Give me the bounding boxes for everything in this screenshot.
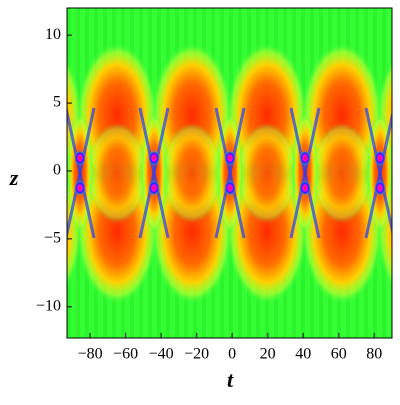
- field-node: [299, 180, 311, 196]
- field-node: [74, 150, 86, 166]
- field-lobe: [237, 123, 297, 223]
- x-tick-label: −20: [184, 346, 209, 363]
- field-node: [374, 150, 386, 166]
- x-tick-label: 40: [295, 346, 311, 363]
- x-tick-label: 20: [260, 346, 276, 363]
- field-lobe: [162, 123, 222, 223]
- field-node: [74, 180, 86, 196]
- y-tick-label: 10: [45, 26, 61, 43]
- x-tick-label: 60: [331, 346, 347, 363]
- density-field: [67, 8, 392, 338]
- field-node: [224, 150, 236, 166]
- y-tick-label: 5: [53, 94, 61, 111]
- y-tick-label: −10: [36, 297, 61, 314]
- y-axis-label: z: [9, 165, 19, 190]
- field-lobe: [312, 123, 372, 223]
- x-tick-label: −60: [113, 346, 138, 363]
- field-node: [224, 180, 236, 196]
- field-node: [374, 180, 386, 196]
- y-tick-label: −5: [44, 230, 61, 247]
- field-node: [299, 150, 311, 166]
- field-node: [148, 150, 160, 166]
- x-tick-label: 80: [366, 346, 382, 363]
- plot-frame: [66, 7, 393, 339]
- field-lobe: [87, 123, 147, 223]
- field-node: [148, 180, 160, 196]
- x-axis-label: t: [227, 367, 234, 392]
- x-tick-label: 0: [228, 346, 236, 363]
- x-tick-label: −80: [78, 346, 103, 363]
- y-tick-label: 0: [53, 162, 61, 179]
- field-lobe: [67, 145, 72, 201]
- x-tick-label: −40: [149, 346, 174, 363]
- field-pattern: [67, 8, 392, 338]
